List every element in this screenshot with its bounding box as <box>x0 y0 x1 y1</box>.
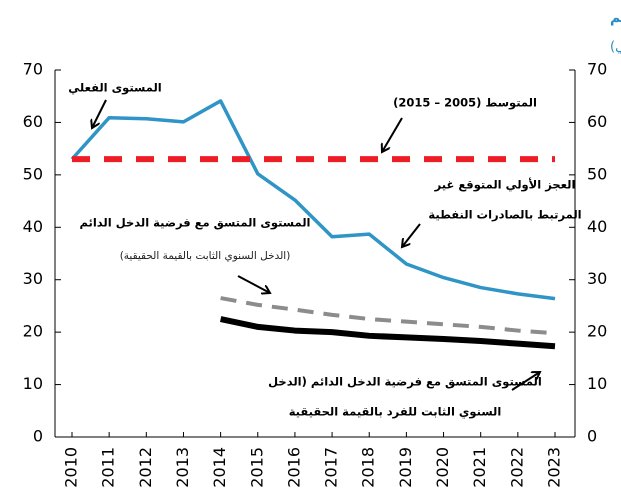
y2-tick-label: 50 <box>587 164 607 183</box>
y-tick-label: 70 <box>23 60 43 79</box>
y-tick-label: 20 <box>23 322 43 341</box>
y-tick-label: 10 <box>23 374 43 393</box>
y-tick-label: 60 <box>23 112 43 131</box>
annotation: المرتبط بالصادرات النفطية <box>428 208 581 222</box>
arrow <box>382 117 403 152</box>
x-tick-label: 2019 <box>396 447 415 488</box>
y2-tick-label: 60 <box>587 112 607 131</box>
annotation: المستوى المتسق مع فرضية الدخل الدائم (ال… <box>268 375 542 390</box>
arrows <box>92 99 540 391</box>
y2-tick-label: 0 <box>587 427 597 446</box>
x-tick-label: 2014 <box>210 447 229 488</box>
x-tick-label: 2015 <box>247 447 266 488</box>
series-line <box>70 99 556 301</box>
annotation: المستوى الفعلي <box>68 81 161 96</box>
y2-tick-label: 70 <box>587 60 607 79</box>
x-tick-label: 2012 <box>136 447 155 488</box>
arrow <box>237 275 270 293</box>
annotation: المتوسط (2005 – 2015) <box>393 96 537 111</box>
series-line <box>220 296 556 336</box>
annotation: المستوى المتسق مع فرضية الدخل الدائم <box>80 216 311 231</box>
x-tick-label: 2013 <box>173 447 192 488</box>
annotation: (الدخل السنوي الثابت بالقيمة الحقيقية) <box>120 250 291 262</box>
y2-tick-label: 40 <box>587 217 607 236</box>
chart-subtitle: (% من إجمالي الناتج المحلي غير النفطي) <box>610 40 621 55</box>
x-tick-label: 2022 <box>507 447 526 488</box>
y-tick-label: 30 <box>23 269 43 288</box>
annotation: العجز الأولي المتوقع غير <box>434 178 576 193</box>
y-tick-label: 0 <box>33 427 43 446</box>
series-line <box>219 316 556 350</box>
x-tick-label: 2018 <box>359 447 378 488</box>
x-tick-label: 2020 <box>433 447 452 488</box>
arrow <box>402 223 421 247</box>
y2-tick-label: 30 <box>587 269 607 288</box>
y2-tick-label: 10 <box>587 374 607 393</box>
annotation: السنوي الثابت للفرد بالقيمة الحقيقية <box>289 405 502 420</box>
arrow <box>92 99 107 128</box>
x-tick-label: 2017 <box>322 447 341 488</box>
x-tick-label: 2023 <box>545 447 564 488</box>
x-tick-label: 2010 <box>62 447 81 488</box>
x-tick-label: 2016 <box>284 447 303 488</box>
x-tick-label: 2021 <box>470 447 489 488</box>
y2-tick-label: 20 <box>587 322 607 341</box>
chart-title: العجز الأولي غير النفطي المتوقع والمتسق … <box>610 9 621 26</box>
y-tick-label: 40 <box>23 217 43 236</box>
arrow <box>511 372 540 391</box>
y-tick-label: 50 <box>23 164 43 183</box>
x-tick-label: 2011 <box>99 447 118 488</box>
